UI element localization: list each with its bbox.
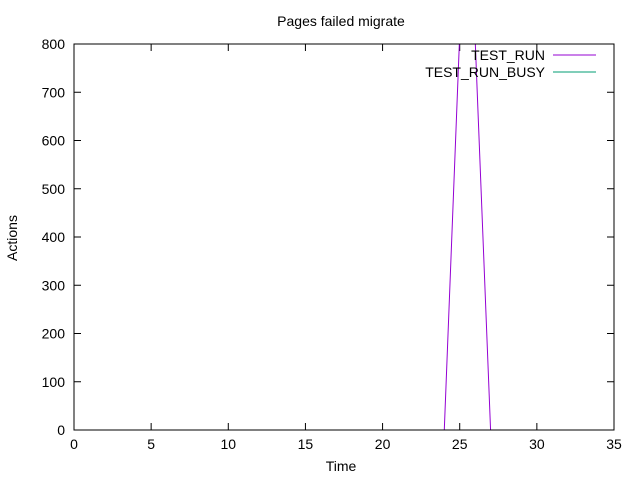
y-tick-label: 300 [42, 277, 66, 293]
y-tick-label: 400 [42, 229, 66, 245]
x-tick-label: 35 [606, 436, 622, 452]
x-tick-label: 15 [298, 436, 314, 452]
x-tick-label: 25 [452, 436, 468, 452]
y-tick-label: 500 [42, 181, 66, 197]
legend-label: TEST_RUN [471, 47, 545, 63]
y-tick-label: 600 [42, 133, 66, 149]
y-tick-label: 800 [42, 36, 66, 52]
x-tick-label: 10 [220, 436, 236, 452]
chart-title: Pages failed migrate [277, 13, 405, 29]
x-tick-label: 5 [147, 436, 155, 452]
x-tick-label: 30 [529, 436, 545, 452]
plot-frame [73, 43, 615, 431]
y-tick-label: 100 [42, 374, 66, 390]
axis-ticks: 0 5 10 15 20 25 30 35 0 100 200 300 400 500 600 700 800 [42, 36, 622, 452]
legend-label: TEST_RUN_BUSY [425, 64, 545, 80]
x-axis-label: Time [326, 458, 357, 474]
x-tick-label: 20 [375, 436, 391, 452]
series-line-1 [74, 44, 599, 430]
x-tick-label: 0 [70, 436, 78, 452]
series-lines [74, 44, 599, 430]
y-tick-label: 0 [57, 422, 65, 438]
y-tick-label: 700 [42, 84, 66, 100]
y-tick-label: 200 [42, 326, 66, 342]
y-axis-label: Actions [4, 215, 20, 261]
